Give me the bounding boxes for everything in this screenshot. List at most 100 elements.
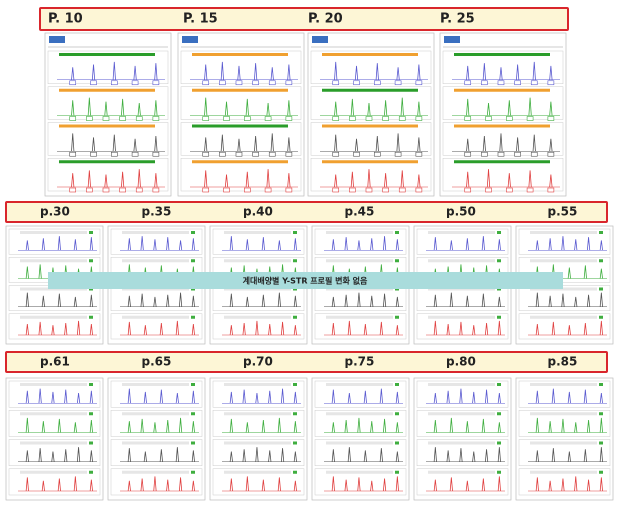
locus-bar: [122, 441, 189, 445]
locus-flag: [191, 259, 195, 263]
passage-label: P. 10: [48, 12, 83, 27]
peaks: [204, 133, 291, 152]
allele-box: [131, 80, 139, 86]
allele-box: [135, 187, 143, 193]
locus-flag: [497, 231, 501, 234]
locus-flag: [89, 259, 93, 263]
locus-flag: [293, 315, 297, 319]
allele-box: [394, 80, 402, 86]
allele-box: [415, 151, 423, 157]
allele-box: [90, 151, 97, 157]
electropherogram-panel: [177, 32, 305, 197]
locus-bar: [224, 259, 291, 263]
strip-frame: [110, 228, 203, 255]
strip-frame: [518, 380, 611, 408]
allele-box: [285, 80, 293, 86]
allele-box: [202, 80, 210, 86]
locus-flag: [599, 231, 603, 234]
strip-frame: [8, 228, 101, 255]
allele-box: [111, 80, 118, 86]
allele-box: [69, 187, 77, 193]
locus-bar: [454, 53, 550, 56]
locus-flag: [497, 315, 501, 319]
peaks: [25, 447, 93, 462]
strip-frame: [518, 285, 611, 311]
locus-flag: [293, 441, 297, 445]
electropherogram-panel: [107, 377, 206, 501]
locus-flag: [395, 259, 399, 263]
peaks: [535, 447, 603, 462]
peaks: [433, 388, 501, 404]
passage-label: p.80: [446, 355, 476, 369]
allele-box: [152, 187, 160, 193]
panel-frame: [307, 32, 435, 197]
peaks: [25, 320, 93, 336]
passage-label: p.40: [243, 205, 273, 219]
allele-box: [373, 80, 381, 86]
locus-bar: [326, 412, 393, 416]
allele-box: [285, 116, 293, 121]
peaks: [71, 97, 158, 116]
locus-bar: [454, 124, 550, 128]
allele-box: [111, 151, 118, 157]
peaks: [127, 236, 195, 251]
strip-frame: [518, 257, 611, 283]
peaks: [127, 264, 195, 279]
peaks: [466, 97, 553, 116]
allele-box: [415, 80, 423, 86]
locus-bar: [326, 470, 393, 474]
strip-frame: [518, 439, 611, 466]
strip-frame: [110, 313, 203, 340]
peaks: [71, 133, 158, 152]
strip-frame: [310, 122, 432, 156]
locus-bar: [20, 412, 87, 416]
locus-bar: [530, 231, 597, 234]
peaks: [331, 320, 399, 336]
strip-frame: [518, 313, 611, 340]
strip-frame: [416, 468, 509, 496]
allele-box: [102, 116, 110, 121]
peaks: [334, 169, 421, 188]
allele-box: [547, 187, 555, 193]
allele-box: [382, 116, 389, 121]
allele-box: [244, 116, 251, 121]
locus-flag: [191, 231, 195, 234]
logo: [182, 36, 198, 43]
locus-bar: [122, 412, 189, 416]
allele-box: [86, 116, 93, 121]
peaks: [433, 447, 501, 462]
panel-frame: [44, 32, 172, 197]
locus-bar: [530, 470, 597, 474]
panel-frame: [209, 377, 308, 501]
passage-label: P. 25: [440, 12, 475, 27]
locus-flag: [599, 441, 603, 445]
allele-box: [514, 151, 521, 157]
strip-frame: [518, 468, 611, 496]
allele-box: [353, 80, 360, 86]
allele-box: [202, 187, 210, 193]
electropherogram-panel: [515, 377, 614, 501]
peaks: [331, 388, 399, 404]
passage-label: P. 15: [183, 12, 218, 27]
peaks: [433, 417, 501, 433]
allele-box: [530, 80, 538, 86]
allele-box: [219, 151, 226, 157]
peaks: [229, 264, 297, 279]
locus-bar: [59, 124, 155, 128]
allele-box: [235, 151, 243, 157]
locus-bar: [20, 315, 87, 319]
allele-box: [69, 151, 77, 157]
peaks: [229, 417, 297, 433]
peaks: [127, 417, 195, 433]
allele-box: [415, 116, 423, 121]
allele-box: [252, 151, 259, 157]
strip-frame: [47, 50, 169, 84]
allele-box: [69, 80, 77, 86]
strip-frame: [212, 228, 305, 255]
locus-bar: [224, 470, 291, 474]
allele-box: [505, 187, 513, 193]
logo: [444, 36, 460, 43]
allele-box: [497, 80, 505, 86]
locus-flag: [497, 412, 501, 416]
allele-box: [547, 116, 555, 121]
